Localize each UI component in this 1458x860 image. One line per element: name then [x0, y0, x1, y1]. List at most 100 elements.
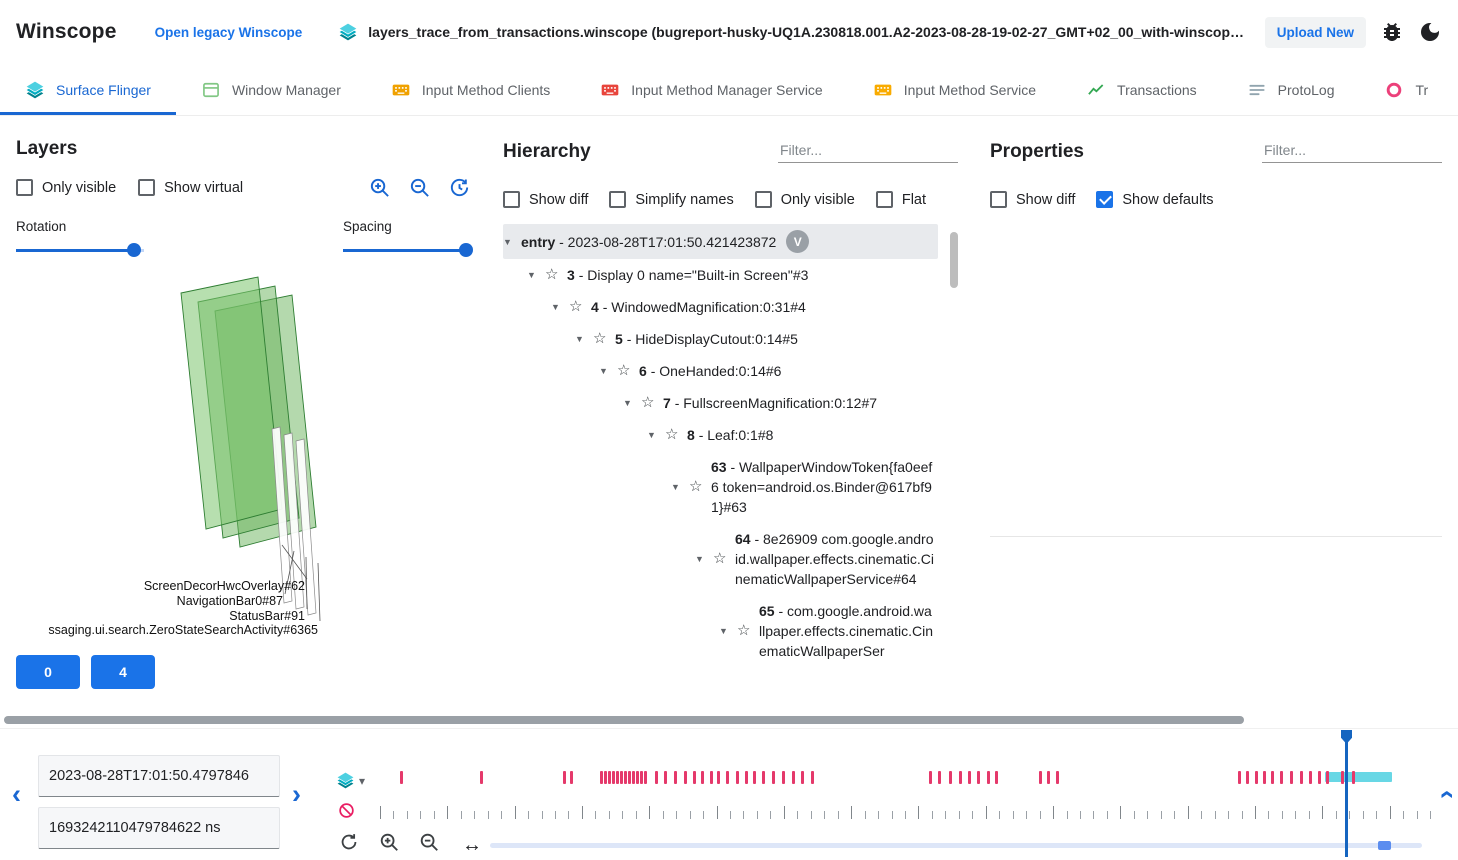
chevron-down-icon[interactable]: ▼: [551, 302, 560, 312]
tab-input-method-clients[interactable]: Input Method Clients: [366, 64, 575, 115]
tab-protolog[interactable]: ProtoLog: [1222, 64, 1360, 115]
trace-event-mark[interactable]: [949, 771, 952, 784]
layers-3d-canvas[interactable]: [16, 263, 471, 651]
chevron-down-icon[interactable]: ▼: [695, 554, 704, 564]
trace-event-mark[interactable]: [1255, 771, 1258, 784]
tree-node-63[interactable]: ▼ ☆ 63 - WallpaperWindowToken{fa0eef6 to…: [503, 451, 938, 523]
trace-event-mark[interactable]: [782, 771, 785, 784]
trace-event-mark[interactable]: [1326, 771, 1329, 784]
tree-node-4[interactable]: ▼ ☆ 4 - WindowedMagnification:0:31#4: [503, 291, 938, 323]
trace-event-mark[interactable]: [1341, 771, 1344, 784]
trace-event-mark[interactable]: [1309, 771, 1312, 784]
bug-report-icon[interactable]: [1380, 20, 1404, 44]
checkbox-box[interactable]: [16, 179, 33, 196]
trace-event-mark[interactable]: [701, 771, 704, 784]
tab-transactions[interactable]: Transactions: [1061, 64, 1222, 115]
refresh-icon[interactable]: [338, 831, 360, 853]
expand-timeline-chevron[interactable]: ›: [1430, 790, 1458, 799]
trace-event-mark[interactable]: [644, 771, 647, 784]
upload-new-button[interactable]: Upload New: [1264, 16, 1366, 48]
chevron-down-icon[interactable]: ▼: [503, 236, 512, 247]
tree-node-65[interactable]: ▼ ☆ 65 - com.google.android.wallpaper.ef…: [503, 595, 938, 667]
timestamp-input[interactable]: [38, 755, 280, 797]
trace-event-mark[interactable]: [1280, 771, 1283, 784]
chevron-down-icon[interactable]: ▼: [527, 270, 536, 280]
layer-id-button-4[interactable]: 4: [91, 655, 155, 689]
layers-3d-scene[interactable]: ScreenDecorHwcOverlay#62 NavigationBar0#…: [16, 263, 471, 651]
timeline-cursor[interactable]: [1345, 735, 1348, 857]
trace-event-mark[interactable]: [628, 771, 631, 784]
trace-event-mark[interactable]: [684, 771, 687, 784]
tab-input-method-manager-service[interactable]: Input Method Manager Service: [575, 64, 847, 115]
star-icon[interactable]: ☆: [737, 622, 751, 639]
trace-event-mark[interactable]: [1318, 771, 1321, 784]
trace-event-mark[interactable]: [632, 771, 635, 784]
hierarchy-filter-input[interactable]: [778, 138, 958, 163]
trace-event-mark[interactable]: [762, 771, 765, 784]
scrollbar-thumb[interactable]: [4, 716, 1244, 724]
trace-event-mark[interactable]: [929, 771, 932, 784]
trace-event-mark[interactable]: [674, 771, 677, 784]
trace-event-mark[interactable]: [608, 771, 611, 784]
trace-event-mark[interactable]: [753, 771, 756, 784]
trace-event-mark[interactable]: [655, 771, 658, 784]
trace-event-mark[interactable]: [987, 771, 990, 784]
trace-event-mark[interactable]: [801, 771, 804, 784]
trace-event-mark[interactable]: [563, 771, 566, 784]
trace-event-mark[interactable]: [480, 771, 483, 784]
checkbox-box[interactable]: [609, 191, 627, 208]
properties-filter-input[interactable]: [1262, 138, 1442, 163]
checkbox-box[interactable]: [138, 179, 156, 196]
checkbox-flat[interactable]: Flat: [875, 191, 926, 208]
chevron-down-icon[interactable]: ▼: [623, 398, 632, 408]
zoom-out-icon[interactable]: [408, 176, 431, 199]
zoom-in-icon[interactable]: [378, 831, 400, 853]
trace-event-mark[interactable]: [600, 771, 603, 784]
trace-event-mark[interactable]: [1290, 771, 1293, 784]
star-icon[interactable]: ☆: [641, 394, 655, 411]
trace-event-mark[interactable]: [736, 771, 739, 784]
next-entry-chevron[interactable]: ›: [292, 779, 301, 809]
slider-thumb[interactable]: [458, 243, 473, 257]
trace-event-mark[interactable]: [710, 771, 713, 784]
rotation-slider[interactable]: [16, 243, 144, 257]
star-icon[interactable]: ☆: [593, 330, 607, 347]
checkbox-show-diff-properties[interactable]: Show diff: [990, 191, 1075, 208]
tab-input-method-service[interactable]: Input Method Service: [848, 64, 1061, 115]
trace-event-mark[interactable]: [636, 771, 639, 784]
tree-node-5[interactable]: ▼ ☆ 5 - HideDisplayCutout:0:14#5: [503, 323, 938, 355]
trace-event-mark[interactable]: [968, 771, 971, 784]
tree-node-6[interactable]: ▼ ☆ 6 - OneHanded:0:14#6: [503, 355, 938, 387]
trace-event-mark[interactable]: [995, 771, 998, 784]
trace-event-mark[interactable]: [1238, 771, 1241, 784]
trace-event-mark[interactable]: [616, 771, 619, 784]
trace-event-mark[interactable]: [624, 771, 627, 784]
trace-event-mark[interactable]: [640, 771, 643, 784]
trace-event-mark[interactable]: [664, 771, 667, 784]
trace-event-mark[interactable]: [792, 771, 795, 784]
trace-event-mark[interactable]: [745, 771, 748, 784]
trace-event-mark[interactable]: [1271, 771, 1274, 784]
timeline-canvas[interactable]: [380, 765, 1431, 821]
slider-thumb[interactable]: [126, 243, 141, 257]
checkbox-only-visible[interactable]: Only visible: [16, 179, 116, 196]
tree-node-64[interactable]: ▼ ☆ 64 - 8e26909 com.google.android.wall…: [503, 523, 938, 595]
reset-view-history-icon[interactable]: [448, 176, 471, 199]
trace-event-mark[interactable]: [1047, 771, 1050, 784]
open-legacy-link[interactable]: Open legacy Winscope: [154, 24, 303, 40]
trace-event-mark[interactable]: [1263, 771, 1266, 784]
tree-node-3[interactable]: ▼ ☆ 3 - Display 0 name="Built-in Screen"…: [503, 259, 938, 291]
zoom-out-icon[interactable]: [418, 831, 440, 853]
timeline-zoom-thumb[interactable]: [1378, 841, 1391, 850]
tree-node-7[interactable]: ▼ ☆ 7 - FullscreenMagnification:0:12#7: [503, 387, 938, 419]
chevron-down-icon[interactable]: ▼: [599, 366, 608, 376]
tab-surface-flinger[interactable]: Surface Flinger: [0, 64, 176, 115]
tab-window-manager[interactable]: Window Manager: [176, 64, 366, 115]
transactions-block-icon[interactable]: [337, 801, 356, 820]
horizontal-drag-icon[interactable]: ↔: [462, 834, 482, 856]
checkbox-box[interactable]: [990, 191, 1007, 208]
chevron-down-icon[interactable]: ▼: [647, 430, 656, 440]
star-icon[interactable]: ☆: [689, 478, 703, 495]
layer-id-button-0[interactable]: 0: [16, 655, 80, 689]
trace-event-mark[interactable]: [400, 771, 403, 784]
